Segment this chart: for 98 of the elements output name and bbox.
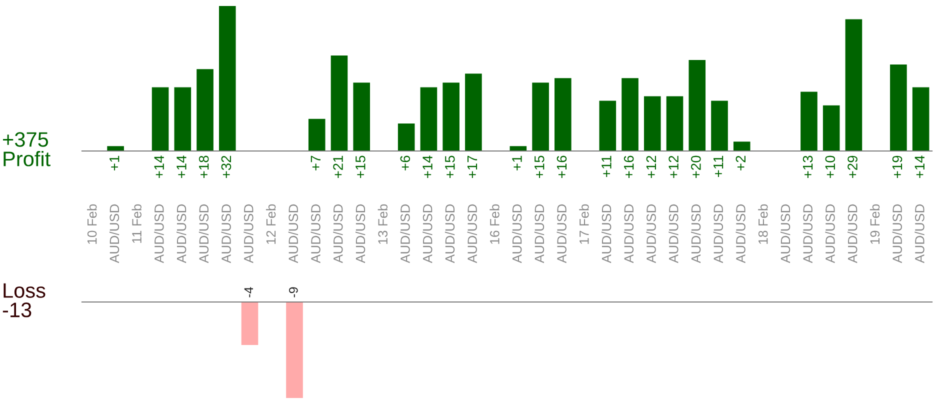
x-tick-label: AUD/USD: [914, 204, 924, 264]
bar: [420, 87, 438, 151]
data-label: +10: [825, 156, 836, 178]
text: +375: [3, 132, 48, 147]
data-label: +13: [802, 156, 813, 178]
x-tick-label: 19 Feb: [870, 204, 880, 244]
bar: [465, 74, 482, 151]
bar: [688, 60, 706, 151]
data-label: +14: [154, 156, 164, 178]
x-tick-label: 17 Feb: [579, 204, 589, 244]
bar: [308, 118, 326, 151]
data-label: -4: [244, 287, 253, 298]
bar: [599, 100, 616, 151]
data-label: +21: [333, 156, 343, 178]
data-label: +1: [512, 156, 522, 170]
x-tick-label: AUD/USD: [198, 204, 209, 264]
x-tick-label: AUD/USD: [713, 204, 724, 264]
data-label: +16: [624, 156, 634, 178]
text: Loss: [4, 283, 46, 298]
data-label: +20: [691, 156, 701, 178]
bar: [822, 105, 840, 151]
bar: [330, 55, 348, 151]
x-tick-label: AUD/USD: [109, 204, 120, 264]
data-label: +12: [668, 156, 678, 178]
bar: [442, 82, 460, 151]
data-label: +1: [110, 156, 120, 170]
bar: [622, 78, 638, 151]
bar: [800, 92, 818, 151]
bar: [218, 6, 236, 151]
x-tick-label: 16 Feb: [490, 204, 500, 244]
bar: [107, 146, 124, 151]
x-tick-label: AUD/USD: [602, 204, 612, 264]
data-label: +17: [467, 156, 478, 178]
x-tick-label: AUD/USD: [221, 204, 231, 264]
data-label: +2: [736, 156, 746, 170]
x-tick-label: AUD/USD: [154, 204, 164, 264]
data-label: +16: [556, 156, 567, 178]
data-label: +11: [602, 156, 612, 178]
bar: [532, 82, 549, 151]
x-tick-label: AUD/USD: [244, 204, 254, 264]
data-label: +15: [445, 156, 455, 178]
x-tick-label: AUD/USD: [556, 204, 566, 264]
bar: [152, 87, 169, 151]
x-tick-label: 13 Feb: [378, 204, 388, 244]
x-tick-label: AUD/USD: [467, 204, 477, 264]
bar: [554, 78, 572, 151]
x-tick-label: AUD/USD: [646, 204, 656, 264]
x-tick-label: AUD/USD: [736, 204, 746, 264]
x-tick-label: 10 Feb: [87, 204, 97, 244]
bar: [666, 96, 684, 151]
x-tick-label: AUD/USD: [690, 204, 701, 264]
bar: [644, 96, 661, 151]
bar: [845, 19, 862, 151]
data-label: +29: [848, 156, 858, 178]
data-label: +6: [400, 156, 410, 170]
x-tick-label: AUD/USD: [892, 204, 902, 264]
x-tick-label: 18 Feb: [758, 204, 768, 244]
data-label: +12: [646, 156, 656, 178]
text: Profit: [4, 151, 50, 166]
bar: [353, 82, 370, 151]
bar: [890, 64, 907, 151]
bar: [196, 69, 214, 151]
data-label: +11: [714, 156, 724, 178]
data-label: +18: [198, 156, 209, 178]
x-tick-label: AUD/USD: [176, 204, 186, 264]
x-tick-label: AUD/USD: [780, 204, 790, 264]
x-tick-label: AUD/USD: [310, 204, 320, 264]
x-tick-label: AUD/USD: [624, 204, 634, 264]
bar: [733, 142, 750, 151]
x-tick-label: AUD/USD: [444, 204, 455, 264]
data-label: +19: [892, 156, 902, 178]
bar: [398, 123, 415, 151]
x-tick-label: AUD/USD: [288, 204, 298, 264]
data-label: +14: [914, 156, 924, 178]
x-tick-label: AUD/USD: [668, 204, 678, 264]
text: -13: [2, 302, 32, 318]
x-tick-label: AUD/USD: [534, 204, 544, 264]
data-label: -9: [289, 287, 298, 298]
data-label: +15: [356, 156, 366, 178]
x-tick-label: AUD/USD: [422, 204, 432, 264]
bar: [174, 87, 192, 151]
x-tick-label: AUD/USD: [848, 204, 858, 264]
x-tick-label: AUD/USD: [355, 204, 366, 264]
data-label: +32: [221, 156, 232, 178]
data-label: +7: [310, 156, 320, 170]
x-tick-label: 11 Feb: [132, 204, 142, 243]
data-label: +14: [422, 156, 432, 178]
bar: [912, 87, 930, 151]
bar: [510, 146, 527, 151]
x-tick-label: AUD/USD: [333, 204, 343, 264]
data-label: +15: [534, 156, 544, 178]
x-tick-label: AUD/USD: [825, 204, 835, 264]
x-tick-label: AUD/USD: [400, 204, 410, 264]
x-tick-label: AUD/USD: [802, 204, 813, 264]
x-tick-label: 12 Feb: [266, 204, 276, 244]
data-label: +14: [176, 156, 186, 178]
x-tick-label: AUD/USD: [512, 204, 522, 264]
bar: [711, 100, 728, 151]
